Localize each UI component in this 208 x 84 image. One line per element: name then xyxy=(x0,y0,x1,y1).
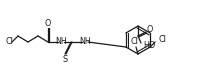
Text: O: O xyxy=(45,18,51,27)
Text: S: S xyxy=(62,55,68,64)
Text: Cl: Cl xyxy=(130,37,138,46)
Text: NH: NH xyxy=(55,37,67,47)
Text: HO: HO xyxy=(143,40,155,49)
Text: O: O xyxy=(147,26,153,35)
Text: Cl: Cl xyxy=(5,37,13,47)
Text: NH: NH xyxy=(79,37,91,47)
Text: Cl: Cl xyxy=(158,35,166,44)
